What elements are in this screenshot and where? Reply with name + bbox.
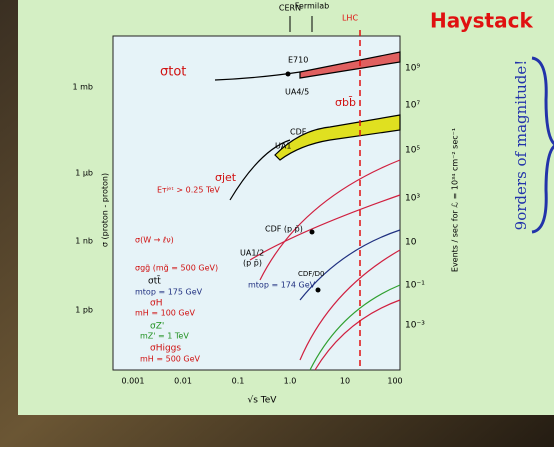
curve-label: Eᴛʲᵉᵗ > 0.25 TeV [157, 186, 220, 195]
y2-tick-label: 10⁹ [405, 64, 420, 74]
curve-label: σtot [160, 65, 186, 80]
curve-label: mZ' = 1 TeV [140, 332, 189, 341]
x-tick-label: 100 [387, 377, 402, 386]
y-tick-label: 1 pb [75, 306, 93, 315]
x-axis-label: √s TeV [248, 395, 278, 406]
y2-tick-label: 10⁻³ [405, 321, 425, 331]
curve-label: mtop = 174 GeV [248, 281, 316, 290]
y2-tick-label: 10⁵ [405, 146, 420, 156]
curve-label: UA4/5 [285, 88, 309, 97]
curve-label: σbb̄ [335, 96, 356, 109]
point [286, 72, 291, 77]
curve-label: mH = 100 GeV [135, 309, 196, 318]
curve-label: mH = 500 GeV [140, 355, 201, 364]
slide: Haystack 9orders of magnitude! σ (proton… [0, 0, 554, 447]
curve-label: (p p̄) [243, 259, 262, 268]
curve-label: mtop = 175 GeV [135, 288, 203, 297]
curve-label: σjet [215, 171, 237, 184]
curve-label: σgg̃ (mg̃ = 500 GeV) [135, 264, 218, 273]
x-tick-label: 0.01 [174, 377, 192, 386]
curve-label: σHiggs [150, 344, 181, 354]
curve-label: σ(W → ℓν) [135, 236, 174, 245]
y-axis-label: σ (proton - proton) [101, 173, 110, 247]
point [310, 230, 315, 235]
x-tick-label: 0.1 [232, 377, 245, 386]
y-tick-label: 1 μb [75, 169, 93, 178]
x-tick-label: 10 [340, 377, 350, 386]
y2-tick-label: 10⁷ [405, 101, 420, 111]
point [316, 288, 321, 293]
curve-label: CDF/D0 [298, 270, 325, 278]
curve-label: CDF [290, 128, 307, 137]
y-tick-label: 1 mb [72, 83, 93, 92]
curve-label: E710 [288, 56, 308, 65]
curve-label: σZ' [150, 322, 164, 332]
annotation: 9orders of magnitude! [512, 60, 530, 231]
plot-area [113, 36, 400, 370]
y2-tick-label: 10⁻¹ [405, 281, 425, 291]
x-tick-label: 1.0 [284, 377, 297, 386]
curve-label: UA1 [275, 142, 291, 151]
experiment-label: LHC [342, 14, 358, 23]
y-tick-label: 1 nb [75, 237, 93, 246]
x-tick-label: 0.001 [122, 377, 145, 386]
curve-label: σtt̄ [148, 275, 161, 287]
y2-axis-label: Events / sec for ℒ = 10³⁴ cm⁻² sec⁻¹ [451, 128, 460, 272]
y2-tick-label: 10 [405, 238, 417, 248]
curve-label: σH [150, 299, 162, 309]
slide-title: Haystack [430, 9, 533, 33]
curve-label: CDF (p p̄) [265, 225, 303, 234]
curve-label: UA1/2 [240, 249, 264, 258]
experiment-label: Fermilab [295, 2, 329, 11]
y2-tick-label: 10³ [405, 194, 420, 204]
